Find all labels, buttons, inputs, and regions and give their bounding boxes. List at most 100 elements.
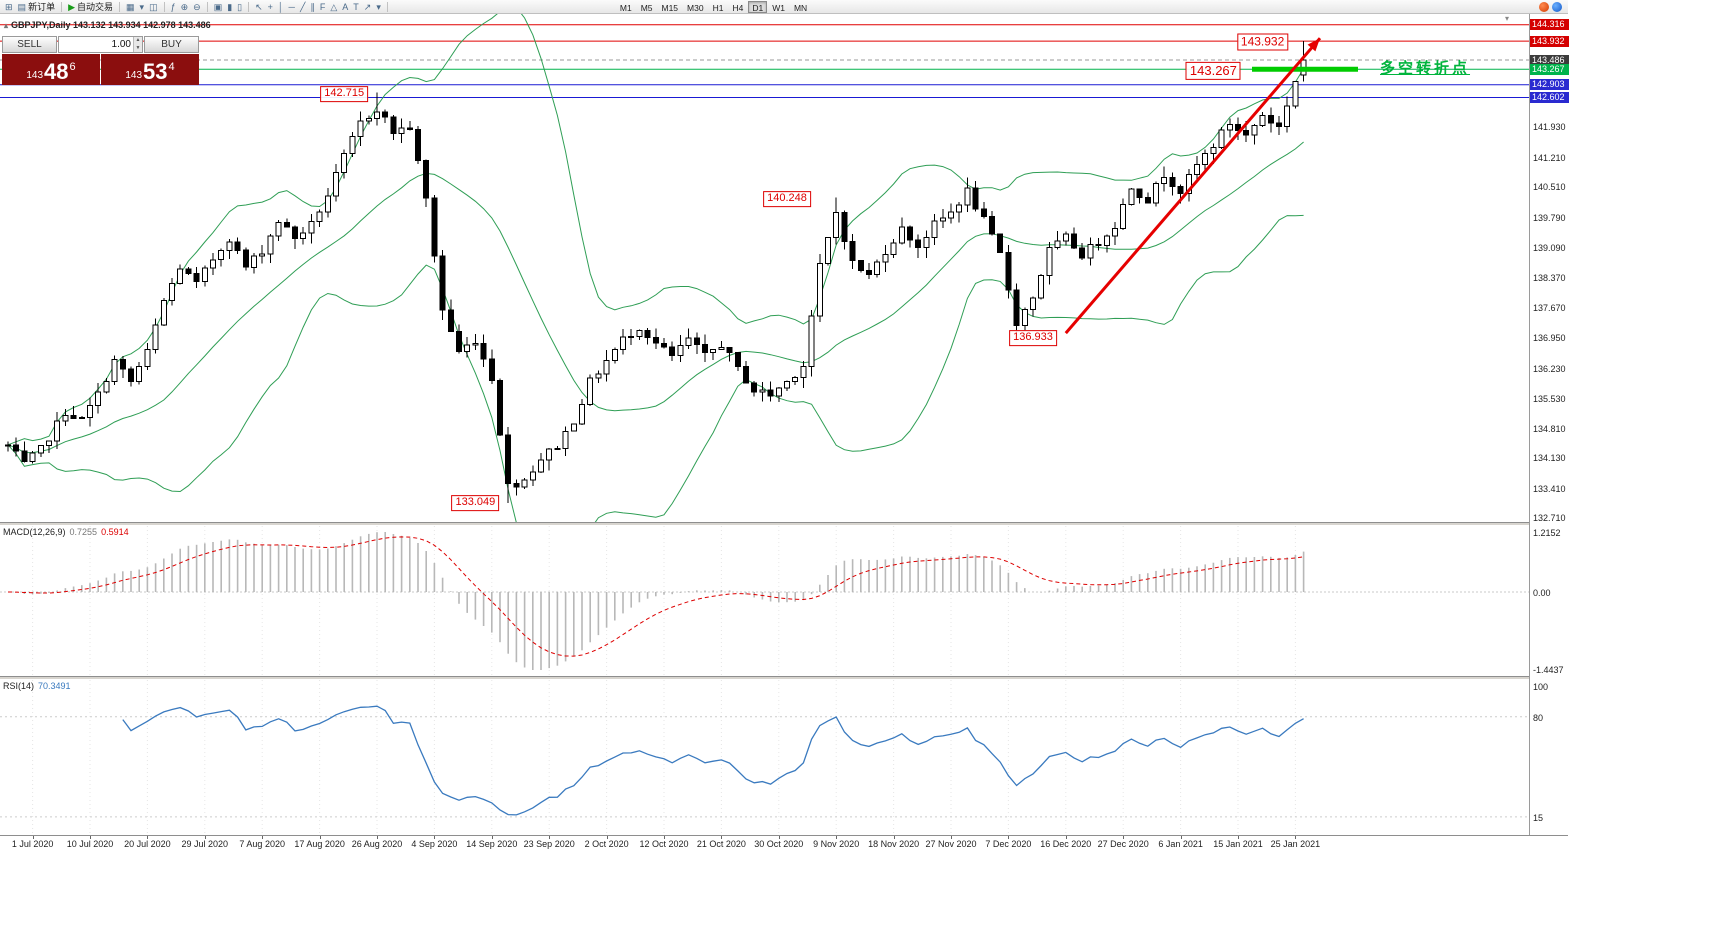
indicators-icon[interactable]: ƒ <box>169 1 178 13</box>
rsi-header: RSI(14) 70.3491 <box>3 681 71 691</box>
time-axis[interactable]: 1 Jul 2020 10 Jul 2020 20 Jul 2020 29 Jul 2… <box>0 835 1568 852</box>
mql5-community-icon[interactable] <box>1539 1 1549 12</box>
zoom-in-icon-glyph: ⊕ <box>180 1 189 12</box>
time-tick <box>606 836 608 839</box>
zoom-out-icon[interactable]: ⊖ <box>191 1 203 13</box>
price-annotation[interactable]: 143.932 <box>1236 33 1289 51</box>
new-order-button-glyph: ▤ <box>17 1 27 12</box>
time-tick <box>549 836 551 839</box>
time-tick <box>262 836 264 839</box>
bar-chart-icon[interactable]: ▮ <box>225 1 234 13</box>
volume-down-icon[interactable]: ▼ <box>134 44 142 52</box>
bull-bear-turning-point-label[interactable]: 多空转折点 <box>1380 60 1471 77</box>
autotrade-button-glyph: ▶ <box>68 1 75 12</box>
price-scale-label: 140.510 <box>1533 182 1566 193</box>
price-scale-label: 135.530 <box>1533 393 1566 404</box>
arrow-tool-icon[interactable]: ↗ <box>362 1 374 13</box>
zoom-in-icon[interactable]: ⊕ <box>179 1 191 13</box>
volume-field[interactable]: 1.00 ▲ ▼ <box>58 36 143 53</box>
vertical-line-icon[interactable]: │ <box>276 1 286 13</box>
trendline-icon[interactable]: ╱ <box>298 1 307 13</box>
channel-icon[interactable]: ∥ <box>308 1 317 13</box>
text-label-icon[interactable]: T <box>351 1 361 13</box>
panel-separator-rsi[interactable] <box>0 676 1568 680</box>
main-chart-panel[interactable]: ▴ GBPJPY,Daily 143.132 143.934 142.978 1… <box>0 14 1529 522</box>
timeframe-m5[interactable]: M5 <box>640 2 653 13</box>
price-annotation[interactable]: 133.049 <box>451 495 500 511</box>
panel-separator-macd[interactable] <box>0 522 1568 526</box>
candle-chart-icon[interactable]: ▯ <box>235 1 244 13</box>
macd-panel[interactable]: MACD(12,26,9) 0.7255 0.5914 <box>0 526 1529 676</box>
price-scale-label: 139.790 <box>1533 212 1566 223</box>
time-label: 18 Nov 2020 <box>868 839 920 849</box>
timeframe-m30[interactable]: M30 <box>687 2 704 13</box>
market-watch-icon[interactable]: ⊞ <box>3 1 15 13</box>
timeframe-w1[interactable]: W1 <box>772 2 785 13</box>
metatrader-window: ⊞ ▤ 新订单 ▶ 自动交易 ▦ ▾ ◫ ƒ ⊕ ⊖ ▣ ▮ ▯ ↖ + │ ─ ╱ ∥ F △ A T ↗ ▾ M1 M5 M15 M… <box>0 0 1569 852</box>
price-annotation[interactable]: 140.248 <box>763 191 811 208</box>
cursor-icon[interactable]: ↖ <box>253 1 265 13</box>
macd-scale-label: 1.2152 <box>1533 528 1561 538</box>
toolbar-separator <box>119 1 121 12</box>
arrow-dropdown-icon[interactable]: ▾ <box>374 1 383 13</box>
time-tick <box>491 836 493 839</box>
time-label: 12 Oct 2020 <box>639 839 689 849</box>
price-scale-label: 132.710 <box>1533 513 1566 524</box>
price-annotation[interactable]: 143.267 <box>1185 61 1241 80</box>
price-scale-label: 136.230 <box>1533 363 1566 374</box>
time-tick <box>664 836 665 839</box>
price-scale-label: 133.410 <box>1533 483 1566 494</box>
time-tick <box>893 836 895 839</box>
profiles-icon[interactable]: ◫ <box>147 1 160 13</box>
shapes-icon[interactable]: △ <box>328 1 339 13</box>
candle-chart-icon-glyph: ▯ <box>237 1 243 12</box>
text-icon[interactable]: A <box>340 1 350 13</box>
toolbar-separator <box>386 1 388 12</box>
timeframe-m15[interactable]: M15 <box>661 2 679 13</box>
crosshair-icon[interactable]: + <box>266 1 275 13</box>
volume-up-icon[interactable]: ▲ <box>134 37 142 45</box>
time-label: 21 Oct 2020 <box>696 839 746 849</box>
horizontal-line-icon-glyph: ─ <box>288 1 295 12</box>
time-tick <box>90 836 91 839</box>
buy-button[interactable]: BUY <box>144 36 199 53</box>
fibonacci-icon[interactable]: F <box>318 1 328 13</box>
price-scale-label: 137.670 <box>1533 302 1566 313</box>
text-label-icon-glyph: T <box>353 1 359 12</box>
time-tick <box>204 836 206 839</box>
timeframe-h1[interactable]: H1 <box>712 2 724 13</box>
timeframe-d1[interactable]: D1 <box>748 0 768 13</box>
sell-price[interactable]: 143 48 6 <box>2 54 100 85</box>
chart-dropdown-icon[interactable]: ▾ <box>138 1 147 13</box>
timeframe-m1[interactable]: M1 <box>619 2 632 13</box>
price-annotation[interactable]: 142.715 <box>320 86 369 103</box>
time-label: 15 Jan 2021 <box>1213 839 1263 849</box>
rsi-grid <box>0 680 1529 835</box>
price-scale-label: 139.090 <box>1533 242 1566 253</box>
sell-button[interactable]: SELL <box>2 36 57 53</box>
chart-shift-marker[interactable]: ▾ <box>1505 14 1510 23</box>
timeframe-h4[interactable]: H4 <box>732 2 744 13</box>
horizontal-line-icon[interactable]: ─ <box>287 1 297 13</box>
vertical-line-icon-glyph: │ <box>277 1 284 12</box>
new-chart-icon[interactable]: ▦ <box>124 1 137 13</box>
rsi-scale-label: 15 <box>1533 812 1544 823</box>
price-scale[interactable]: 141.930 141.210 140.510 139.790 139.090 138.3… <box>1529 14 1569 836</box>
tile-windows-icon[interactable]: ▣ <box>212 1 225 13</box>
timeframe-group: M1 M5 M15 M30 H1 H4 D1 W1 MN <box>616 0 811 13</box>
time-label: 7 Dec 2020 <box>985 839 1032 849</box>
macd-scale-label: -1.4437 <box>1533 665 1564 675</box>
buy-price[interactable]: 143 53 4 <box>101 54 199 85</box>
timeframe-mn[interactable]: MN <box>793 2 808 13</box>
text-icon-glyph: A <box>342 1 349 12</box>
rsi-panel[interactable]: RSI(14) 70.3491 <box>0 680 1529 835</box>
volume-value[interactable]: 1.00 <box>111 39 131 50</box>
time-label: 10 Jul 2020 <box>66 839 114 849</box>
trendline-icon-glyph: ╱ <box>299 1 306 12</box>
new-order-button[interactable]: ▤ 新订单 <box>16 1 58 13</box>
price-annotation[interactable]: 136.933 <box>1009 329 1057 346</box>
help-icon[interactable] <box>1552 1 1562 12</box>
time-tick <box>434 836 436 839</box>
time-tick <box>1123 836 1125 839</box>
autotrade-button[interactable]: ▶ 自动交易 <box>66 1 115 13</box>
